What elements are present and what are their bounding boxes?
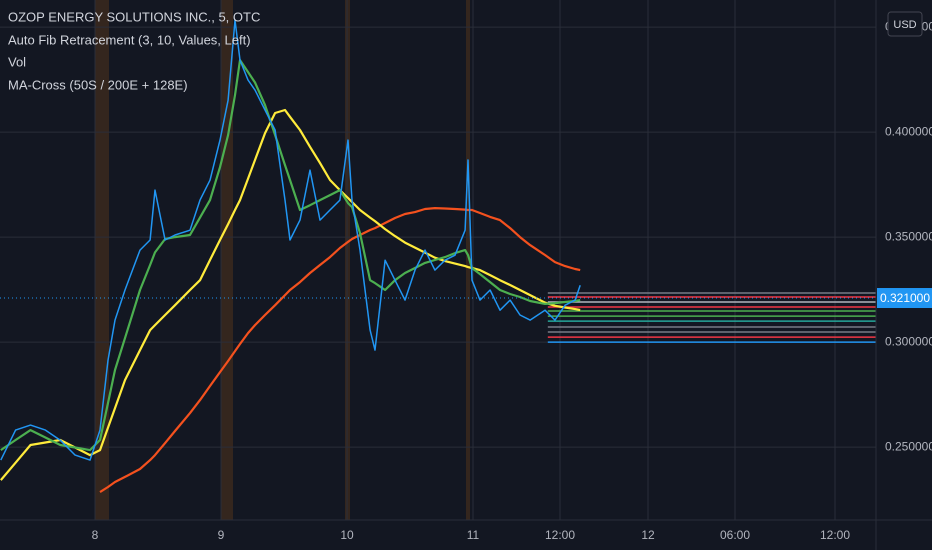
plot-area: [0, 19, 876, 494]
x-tick-label: 12:00: [545, 528, 575, 542]
x-tick-label: 11: [467, 528, 480, 542]
series-line: [99, 207, 581, 494]
last-price-label: 0.321000: [880, 291, 930, 305]
grid: [0, 0, 876, 520]
series-line: [0, 19, 581, 461]
x-tick-label: 8: [92, 528, 99, 542]
session-band: [221, 0, 233, 520]
indicator-label: Auto Fib Retracement (3, 10, Values, Lef…: [8, 32, 251, 47]
series-line: [0, 108, 581, 481]
y-tick-label: 0.400000: [885, 124, 932, 138]
x-tick-label: 12: [641, 528, 655, 542]
session-band: [466, 0, 470, 520]
session-band: [95, 0, 109, 520]
chart-title: OZOP ENERGY SOLUTIONS INC., 5, OTC: [8, 9, 260, 24]
currency-button[interactable]: [887, 11, 923, 37]
x-tick-label: 10: [340, 528, 354, 542]
indicator-label: Vol: [8, 54, 26, 69]
x-tick-label: 9: [218, 528, 225, 542]
series-line: [0, 59, 581, 452]
x-tick-label: 06:00: [720, 528, 750, 542]
y-tick-label: 0.350000: [885, 229, 932, 243]
indicator-label: MA-Cross (50S / 200E + 128E): [8, 77, 188, 92]
currency-label[interactable]: USD: [893, 19, 916, 31]
x-tick-label: 12:00: [820, 528, 850, 542]
last-price-box: [877, 288, 932, 309]
y-tick-label: 0.250000: [885, 439, 932, 453]
y-tick-label: 0.300000: [885, 334, 932, 348]
